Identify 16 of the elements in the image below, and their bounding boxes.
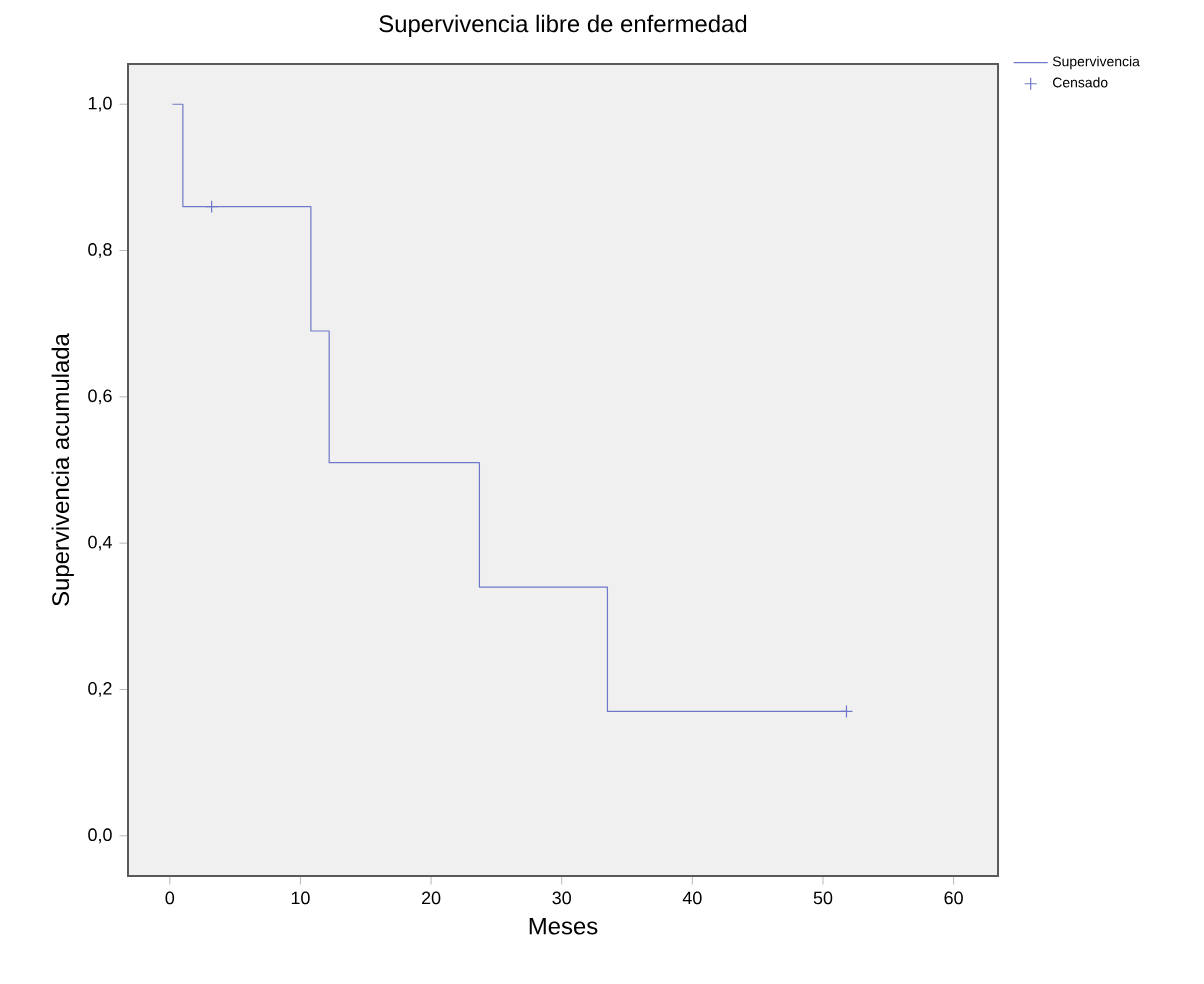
y-axis-title: Supervivencia acumulada [51,333,74,606]
x-tick-label: 30 [552,891,571,905]
y-tick-label: 0,2 [88,682,112,697]
x-axis-title: Meses [529,917,598,935]
x-tick-label: 20 [422,891,441,905]
x-tick-label: 60 [944,891,963,905]
y-tick-label: 1,0 [88,96,112,112]
y-tick-label: 0,8 [88,243,112,258]
y-tick-label: 0,0 [88,828,112,844]
x-tick-label: 50 [813,891,833,905]
x-tick-label: 40 [682,891,702,905]
y-tick-label: 0,4 [88,535,112,551]
x-tick-label: 0 [165,891,175,905]
chart-title: Supervivencia libre de enfermedad [379,14,747,37]
y-tick-label: 0,6 [88,389,112,405]
x-tick-label: 10 [291,891,310,905]
